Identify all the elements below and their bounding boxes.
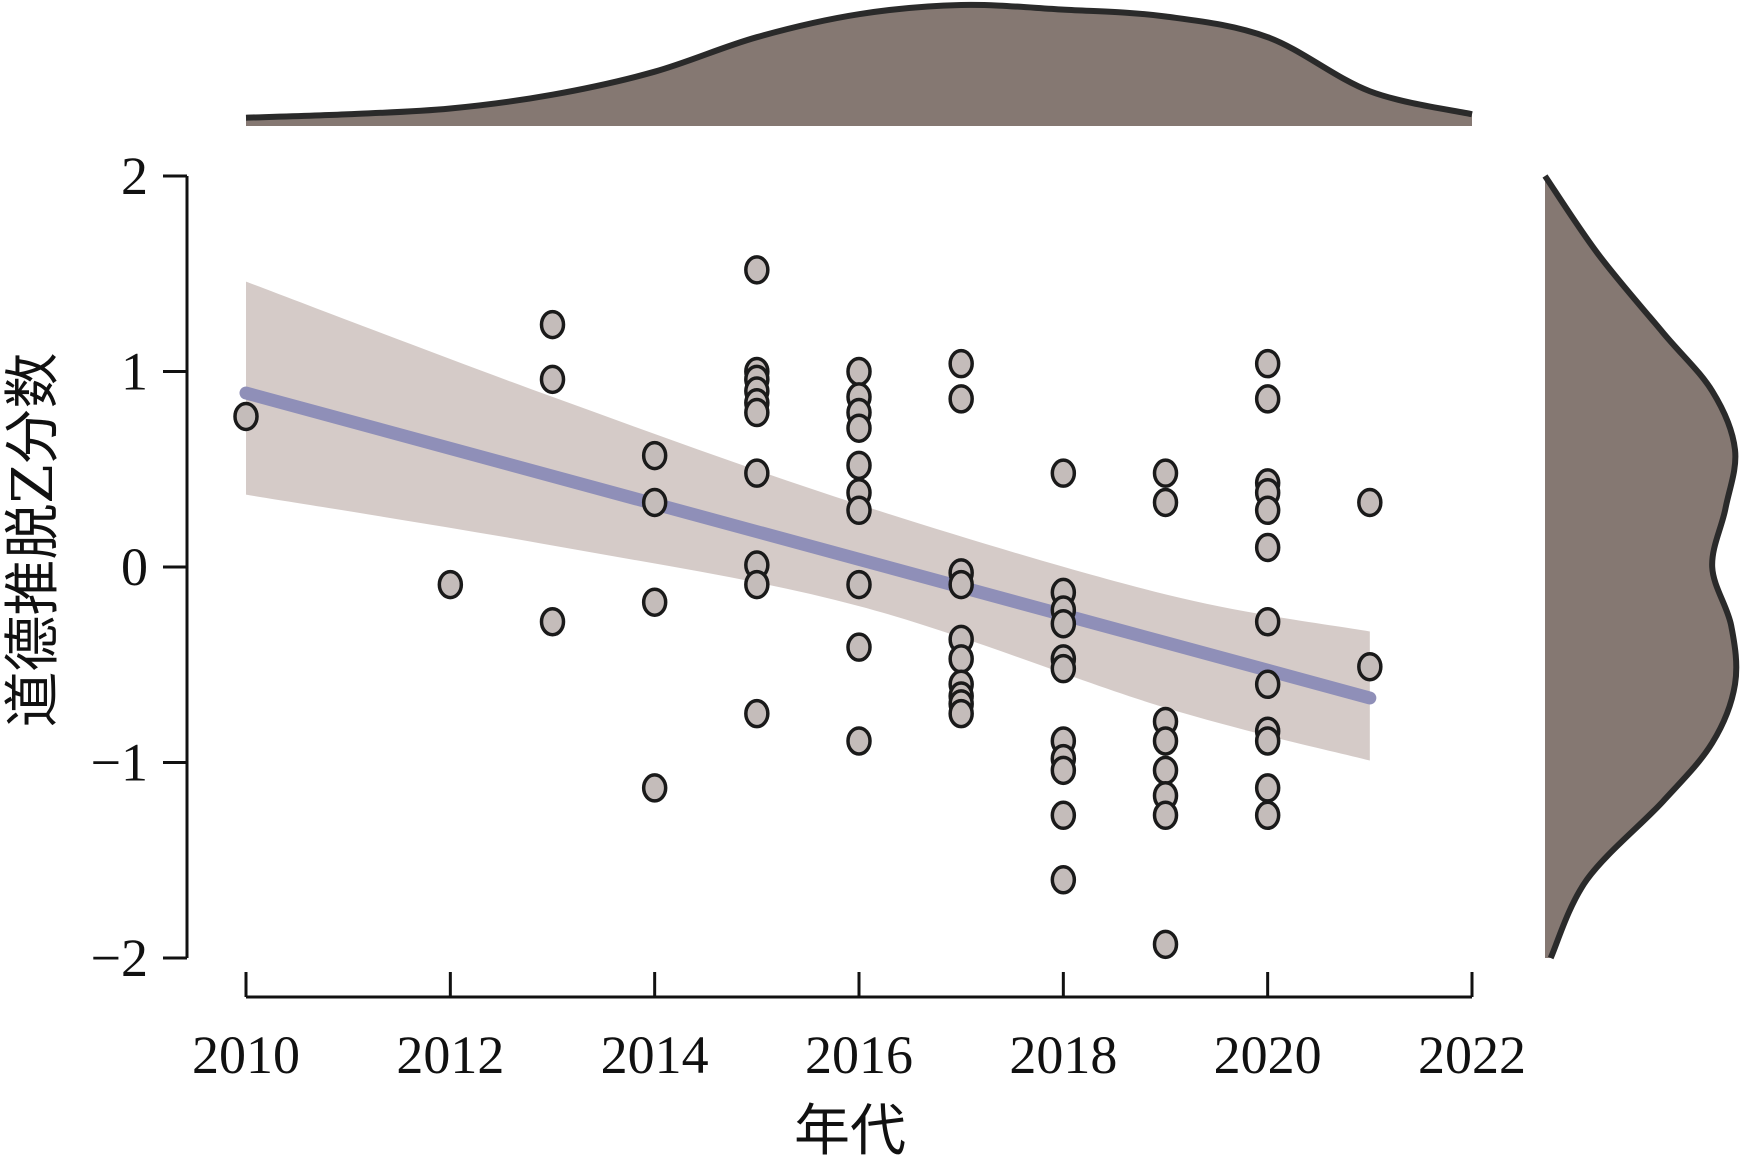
data-point — [1254, 348, 1281, 379]
data-point — [1152, 487, 1179, 518]
confidence-band — [246, 281, 1370, 761]
data-point — [1050, 755, 1077, 786]
x-tick-label: 2022 — [1418, 1025, 1526, 1085]
data-point — [744, 569, 770, 600]
data-point — [846, 569, 872, 600]
data-point — [539, 606, 566, 637]
x-tick-label: 2010 — [192, 1025, 300, 1085]
data-point — [846, 726, 872, 756]
data-point — [846, 632, 872, 662]
data-point — [1254, 773, 1281, 803]
x-tick-label: 2012 — [396, 1025, 504, 1085]
x-tick-label: 2016 — [805, 1025, 913, 1085]
plot-area — [233, 255, 1383, 960]
data-point — [846, 450, 872, 481]
data-point — [1050, 865, 1077, 895]
data-point — [1254, 532, 1281, 563]
data-point — [1050, 800, 1077, 831]
data-point — [1357, 651, 1383, 682]
top-density-plot — [245, 1, 1473, 127]
data-point — [437, 569, 464, 600]
data-point — [1050, 458, 1077, 488]
data-point — [948, 384, 974, 414]
x-tick-label: 2020 — [1214, 1025, 1322, 1085]
x-axis-title: 年代 — [794, 1099, 906, 1162]
data-point — [641, 773, 668, 803]
data-point — [1254, 384, 1281, 414]
data-points — [233, 255, 1383, 960]
x-tick-label: 2018 — [1009, 1025, 1117, 1085]
right-density-outline — [1542, 174, 1740, 960]
data-point — [1152, 929, 1179, 960]
data-point — [1050, 653, 1077, 684]
data-point — [1254, 669, 1281, 700]
data-point — [1152, 726, 1179, 756]
y-tick-label: −1 — [91, 733, 148, 793]
data-point — [1152, 755, 1179, 786]
data-point — [1152, 800, 1179, 831]
data-point — [744, 397, 770, 428]
top-density-outline — [245, 1, 1473, 121]
data-point — [641, 487, 668, 518]
regression-line — [239, 386, 1377, 705]
data-point — [846, 495, 872, 526]
data-point — [1152, 458, 1179, 488]
data-point — [233, 401, 259, 432]
y-axis: 2 1 0 −1 −2 — [91, 146, 189, 988]
right-density-plot — [1542, 174, 1740, 960]
x-tick-label: 2014 — [601, 1025, 709, 1085]
data-point — [744, 698, 770, 729]
y-tick-label: −2 — [91, 928, 148, 988]
data-point — [1254, 726, 1281, 756]
y-tick-label: 1 — [121, 342, 148, 402]
data-point — [744, 255, 770, 285]
data-point — [539, 309, 566, 340]
data-point — [1254, 606, 1281, 637]
data-point — [1254, 800, 1281, 831]
data-point — [641, 440, 668, 471]
y-tick-label: 2 — [121, 146, 148, 206]
data-point — [744, 458, 770, 488]
right-density-fill — [1545, 176, 1737, 958]
x-axis: 2010 2012 2014 2016 2018 2020 2022 — [192, 972, 1526, 1085]
data-point — [1050, 608, 1077, 639]
y-axis-title: 道德推脱Z分数 — [1, 353, 66, 728]
data-point — [846, 413, 872, 443]
data-point — [539, 364, 566, 395]
data-point — [846, 356, 872, 387]
data-point — [948, 569, 974, 600]
data-point — [948, 644, 974, 674]
data-point — [1254, 495, 1281, 526]
y-tick-label: 0 — [121, 537, 148, 597]
data-point — [948, 698, 974, 729]
data-point — [641, 587, 668, 617]
data-point — [1357, 487, 1383, 518]
data-point — [948, 348, 974, 379]
